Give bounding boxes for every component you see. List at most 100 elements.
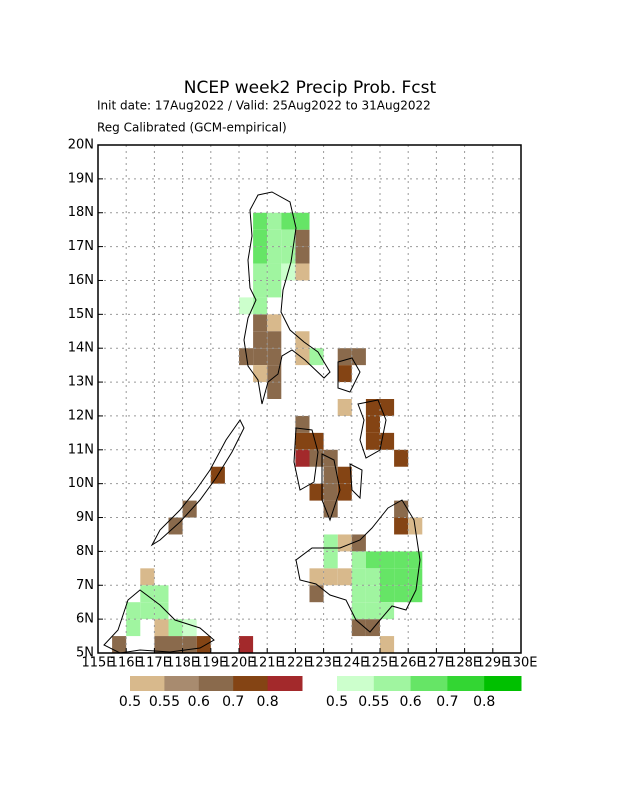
coast (349, 463, 363, 500)
grid-cell (323, 534, 338, 552)
grid-cell (281, 212, 296, 230)
y-tick-label: 6N (76, 612, 94, 627)
grid-cell (267, 280, 282, 298)
x-tick-label: 124E (335, 656, 368, 671)
grid-cell (408, 551, 423, 569)
grid-cell (154, 585, 169, 603)
grid-cell (309, 568, 324, 586)
grid-cell (351, 348, 366, 366)
grid-cell (196, 636, 211, 653)
grid-cell (309, 348, 324, 366)
x-tick-label: 119E (194, 656, 227, 671)
x-tick-label: 115E (81, 656, 114, 671)
x-tick-label: 128E (448, 656, 481, 671)
grid-cell (309, 449, 324, 467)
x-tick-label: 117E (138, 656, 171, 671)
colorbar-label: 0.7 (222, 694, 244, 710)
grid-cell (394, 551, 409, 569)
colorbar-label: 0.7 (436, 694, 458, 710)
grid-cell (380, 568, 395, 586)
grid-cell (323, 551, 338, 569)
grid-cell (253, 229, 268, 247)
grid-cell (168, 619, 183, 637)
grid-cell (253, 263, 268, 281)
colorbars: 0.5 0.55 0.6 0.7 0.8 0.5 0.55 0.6 0.7 0.8 (119, 676, 522, 710)
y-tick-label: 11N (68, 442, 94, 457)
grid-cell (253, 280, 268, 298)
chart-title: NCEP week2 Precip Prob. Fcst (184, 78, 437, 98)
x-tick-label: 116E (110, 656, 143, 671)
grid-cell (394, 449, 409, 467)
grid-cell (126, 602, 141, 620)
grid-cell (351, 619, 366, 637)
grid-cell (267, 263, 282, 281)
grid-cell (380, 432, 395, 450)
x-tick-label: 118E (166, 656, 199, 671)
coast (150, 419, 245, 547)
grid-cell (168, 636, 183, 653)
grid-cell (394, 585, 409, 603)
grid-cell (295, 229, 310, 247)
colorbar-label: 0.5 (326, 694, 348, 710)
grid-cell (323, 568, 338, 586)
grid-cell (281, 229, 296, 247)
grid-cell (182, 500, 197, 518)
grid-layer (98, 145, 521, 653)
grid-cell (267, 331, 282, 349)
grid-cell (394, 568, 409, 586)
grid-cell (337, 399, 352, 416)
grid-cell (337, 365, 352, 383)
grid-cell (365, 432, 380, 450)
colorbar-swatch (198, 676, 234, 691)
grid-cell (267, 229, 282, 247)
y-tick-label: 14N (68, 341, 94, 356)
colorbar-swatch (233, 676, 269, 691)
colorbar-swatch (447, 676, 485, 691)
grid-cell (239, 636, 254, 653)
colorbar-swatch (484, 676, 522, 691)
subtitle: Init date: 17Aug2022 / Valid: 25Aug2022 … (97, 99, 431, 113)
grid-cell (309, 432, 324, 450)
x-tick-label: 130E (504, 656, 537, 671)
grid-cell (253, 348, 268, 366)
grid-cell (295, 263, 310, 281)
y-tick-label: 16N (68, 273, 94, 288)
y-tick-label: 18N (68, 205, 94, 220)
grid-cell (337, 568, 352, 586)
y-tick-label: 8N (76, 544, 94, 559)
colorbar-label: 0.6 (188, 694, 210, 710)
grid-cell (126, 619, 141, 637)
grid-cell (337, 348, 352, 366)
colorbar-label: 0.5 (119, 694, 141, 710)
grid-cell (295, 415, 310, 433)
colorbar-label: 0.6 (399, 694, 421, 710)
y-tick-label: 5N (76, 646, 94, 661)
grid-cell (154, 636, 169, 653)
grid-cell (380, 636, 395, 653)
grid-cell (154, 602, 169, 620)
colorbar-swatch (373, 676, 412, 691)
colorbar-swatch (267, 676, 303, 691)
grid-cell (267, 382, 282, 399)
plot-frame (97, 144, 522, 654)
colorbar-label: 0.55 (149, 694, 180, 710)
grid-cell (408, 568, 423, 586)
colorbar-label: 0.8 (473, 694, 495, 710)
coast (243, 191, 331, 405)
grid-cell (267, 348, 282, 366)
grid-cell (351, 585, 366, 603)
grid-cell (140, 568, 155, 586)
colorbar-label: 0.55 (358, 694, 389, 710)
grid-cell (267, 365, 282, 383)
subtitle: Reg Calibrated (GCM-empirical) (97, 121, 287, 135)
grid-cell (267, 212, 282, 230)
grid-cell (295, 432, 310, 450)
grid-cell (365, 415, 380, 433)
grid-cell (253, 297, 268, 315)
grid-cell (365, 568, 380, 586)
axes: 115E116E117E118E119E120E121E122E123E124E… (68, 138, 538, 671)
grid-cell (351, 602, 366, 620)
y-tick-label: 19N (68, 171, 94, 186)
